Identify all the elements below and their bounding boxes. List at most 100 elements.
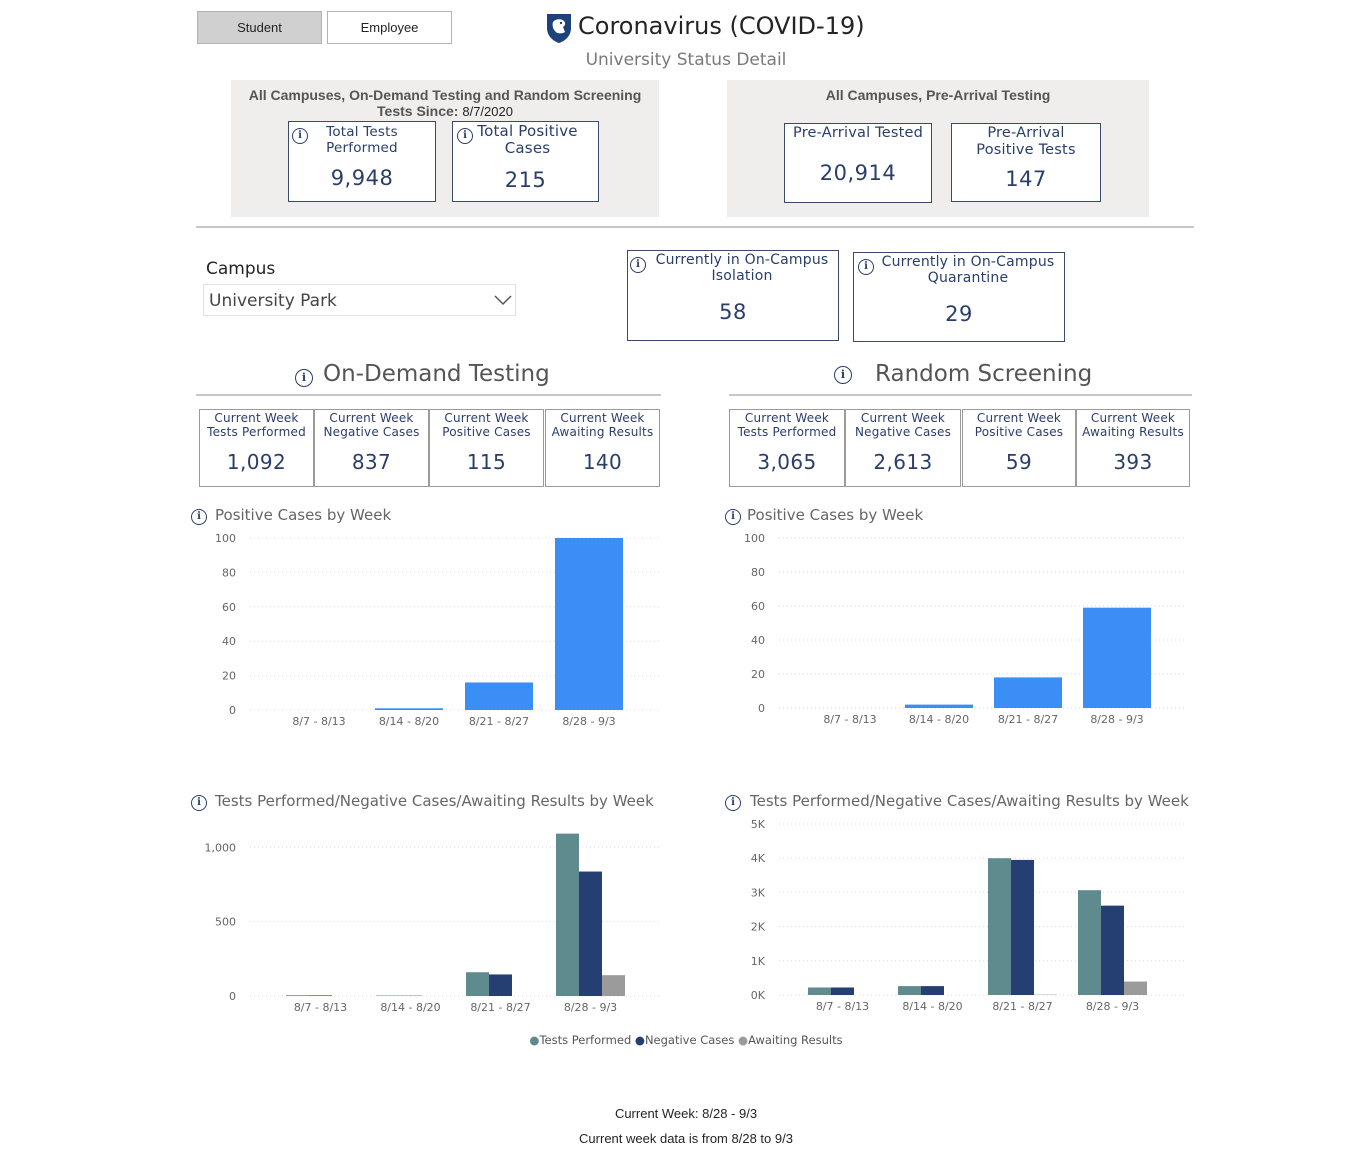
campus-label: Campus xyxy=(206,259,276,279)
x-tick-label: 8/28 - 9/3 xyxy=(1090,713,1143,726)
bar xyxy=(898,986,921,995)
card-value: 3,065 xyxy=(757,450,817,474)
y-tick-label: 0K xyxy=(751,989,766,1002)
card-value: 59 xyxy=(1005,450,1033,474)
od-tests-chart-title: Tests Performed/Negative Cases/Awaiting … xyxy=(215,792,654,810)
info-icon[interactable]: i xyxy=(292,128,308,144)
y-tick-label: 100 xyxy=(744,532,765,545)
bar xyxy=(309,995,332,996)
card-label: Currently in On-Campus Isolation xyxy=(655,252,829,284)
card-label: Total Positive Cases xyxy=(477,122,578,157)
card-value: 393 xyxy=(1113,450,1153,474)
y-tick-label: 0 xyxy=(758,702,765,715)
isolation-card: i Currently in On-Campus Isolation 58 xyxy=(627,250,839,341)
card-label: Current Week Awaiting Results xyxy=(551,411,654,439)
card-value: 29 xyxy=(945,302,973,326)
bar xyxy=(905,704,973,708)
x-tick-label: 8/14 - 8/20 xyxy=(902,1000,962,1013)
divider xyxy=(729,394,1192,396)
x-tick-label: 8/7 - 8/13 xyxy=(816,1000,869,1013)
x-tick-label: 8/14 - 8/20 xyxy=(909,713,969,726)
x-tick-label: 8/28 - 9/3 xyxy=(1086,1000,1139,1013)
od-awaiting-card: Current Week Awaiting Results 140 xyxy=(545,409,660,487)
y-tick-label: 60 xyxy=(751,600,765,613)
card-label: Pre-Arrival Tested xyxy=(793,125,923,141)
pre-arrival-tested-card: Pre-Arrival Tested 20,914 xyxy=(784,123,932,203)
pre-arrival-positive-card: Pre-Arrival Positive Tests 147 xyxy=(951,123,1101,202)
bar xyxy=(489,974,512,996)
penn-state-shield-logo xyxy=(547,14,571,43)
card-label: Current Week Negative Cases xyxy=(323,411,420,439)
rs-tests-chart: 0K 1K 2K 3K 4K 5K 8/7 - 8/13 8/14 - 8/20 8/21 - … xyxy=(751,818,1186,1013)
box-title: All Campuses, On-Demand Testing and Rand… xyxy=(248,87,642,103)
y-tick-label: 40 xyxy=(222,635,236,648)
total-positive-card: i Total Positive Cases 215 xyxy=(452,121,599,202)
od-positive-card: Current Week Positive Cases 115 xyxy=(429,409,544,487)
legend-label: Awaiting Results xyxy=(748,1033,843,1047)
od-positive-chart: 0 20 40 60 80 100 8/7 - 8/13 8/14 - 8/20 8/21 - … xyxy=(215,532,660,728)
x-tick-label: 8/7 - 8/13 xyxy=(823,713,876,726)
bar xyxy=(286,995,309,996)
bar xyxy=(808,987,831,995)
y-tick-label: 4K xyxy=(751,852,766,865)
x-tick-label: 8/28 - 9/3 xyxy=(564,1001,617,1014)
info-icon[interactable]: i xyxy=(191,795,207,811)
legend-label: Tests Performed xyxy=(539,1033,632,1047)
tab-employee[interactable]: Employee xyxy=(327,11,452,44)
tests-since-label: Tests Since: xyxy=(377,103,459,119)
legend-label: Negative Cases xyxy=(644,1033,735,1047)
y-tick-label: 3K xyxy=(751,886,766,899)
bar xyxy=(831,987,854,995)
card-value: 1,092 xyxy=(226,450,287,474)
card-value: 58 xyxy=(719,300,747,324)
rs-positive-chart: 0 20 40 60 80 100 8/7 - 8/13 8/14 - 8/20 8/21 - … xyxy=(744,532,1186,726)
y-tick-label: 500 xyxy=(215,916,236,929)
x-tick-label: 8/7 - 8/13 xyxy=(294,1001,347,1014)
random-screening-title: Random Screening xyxy=(875,361,1093,387)
y-tick-label: 2K xyxy=(751,921,766,934)
divider xyxy=(196,226,1194,228)
info-icon[interactable]: i xyxy=(834,366,852,384)
x-tick-label: 8/21 - 8/27 xyxy=(998,713,1058,726)
card-value: 115 xyxy=(466,450,507,474)
y-tick-label: 100 xyxy=(215,532,236,545)
card-label: Current Week Negative Cases xyxy=(854,411,952,439)
divider xyxy=(196,394,661,396)
rs-tests-performed-card: Current Week Tests Performed 3,065 xyxy=(729,409,845,487)
chart-legend: ●Tests Performed ●Negative Cases ●Awaiti… xyxy=(0,1033,1372,1047)
card-label: Current Week Positive Cases xyxy=(442,411,531,439)
bar xyxy=(1078,890,1101,995)
tab-student[interactable]: Student xyxy=(197,11,322,44)
card-value: 837 xyxy=(351,450,392,474)
legend-item: ●Awaiting Results xyxy=(738,1033,843,1047)
bar xyxy=(1083,607,1151,708)
bar xyxy=(1124,981,1147,995)
info-icon[interactable]: i xyxy=(630,257,646,273)
info-icon[interactable]: i xyxy=(191,509,207,525)
info-icon[interactable]: i xyxy=(295,369,313,387)
info-icon[interactable]: i xyxy=(725,795,741,811)
rs-awaiting-card: Current Week Awaiting Results 393 xyxy=(1076,409,1190,487)
legend-item: ●Negative Cases xyxy=(635,1033,734,1047)
info-icon[interactable]: i xyxy=(858,259,874,275)
bar xyxy=(602,975,625,996)
bar xyxy=(994,677,1062,708)
x-tick-label: 8/14 - 8/20 xyxy=(379,715,439,728)
campus-dropdown[interactable]: University Park xyxy=(203,284,516,316)
bar xyxy=(921,986,944,995)
y-tick-label: 0 xyxy=(229,704,236,717)
card-value: 215 xyxy=(504,168,547,192)
info-icon[interactable]: i xyxy=(725,509,741,525)
card-label: Total Tests Performed xyxy=(326,124,398,156)
card-label: Current Week Tests Performed xyxy=(207,411,306,439)
rs-tests-chart-title: Tests Performed/Negative Cases/Awaiting … xyxy=(750,792,1189,810)
x-tick-label: 8/14 - 8/20 xyxy=(380,1001,440,1014)
total-tests-card: i Total Tests Performed 9,948 xyxy=(288,121,436,202)
y-tick-label: 1,000 xyxy=(205,841,237,854)
card-value: 147 xyxy=(1005,167,1047,191)
info-icon[interactable]: i xyxy=(457,128,473,144)
card-label: Current Week Tests Performed xyxy=(737,411,837,439)
card-label: Current Week Positive Cases xyxy=(974,411,1064,439)
rs-negative-card: Current Week Negative Cases 2,613 xyxy=(845,409,961,487)
card-label: Current Week Awaiting Results xyxy=(1082,411,1184,439)
